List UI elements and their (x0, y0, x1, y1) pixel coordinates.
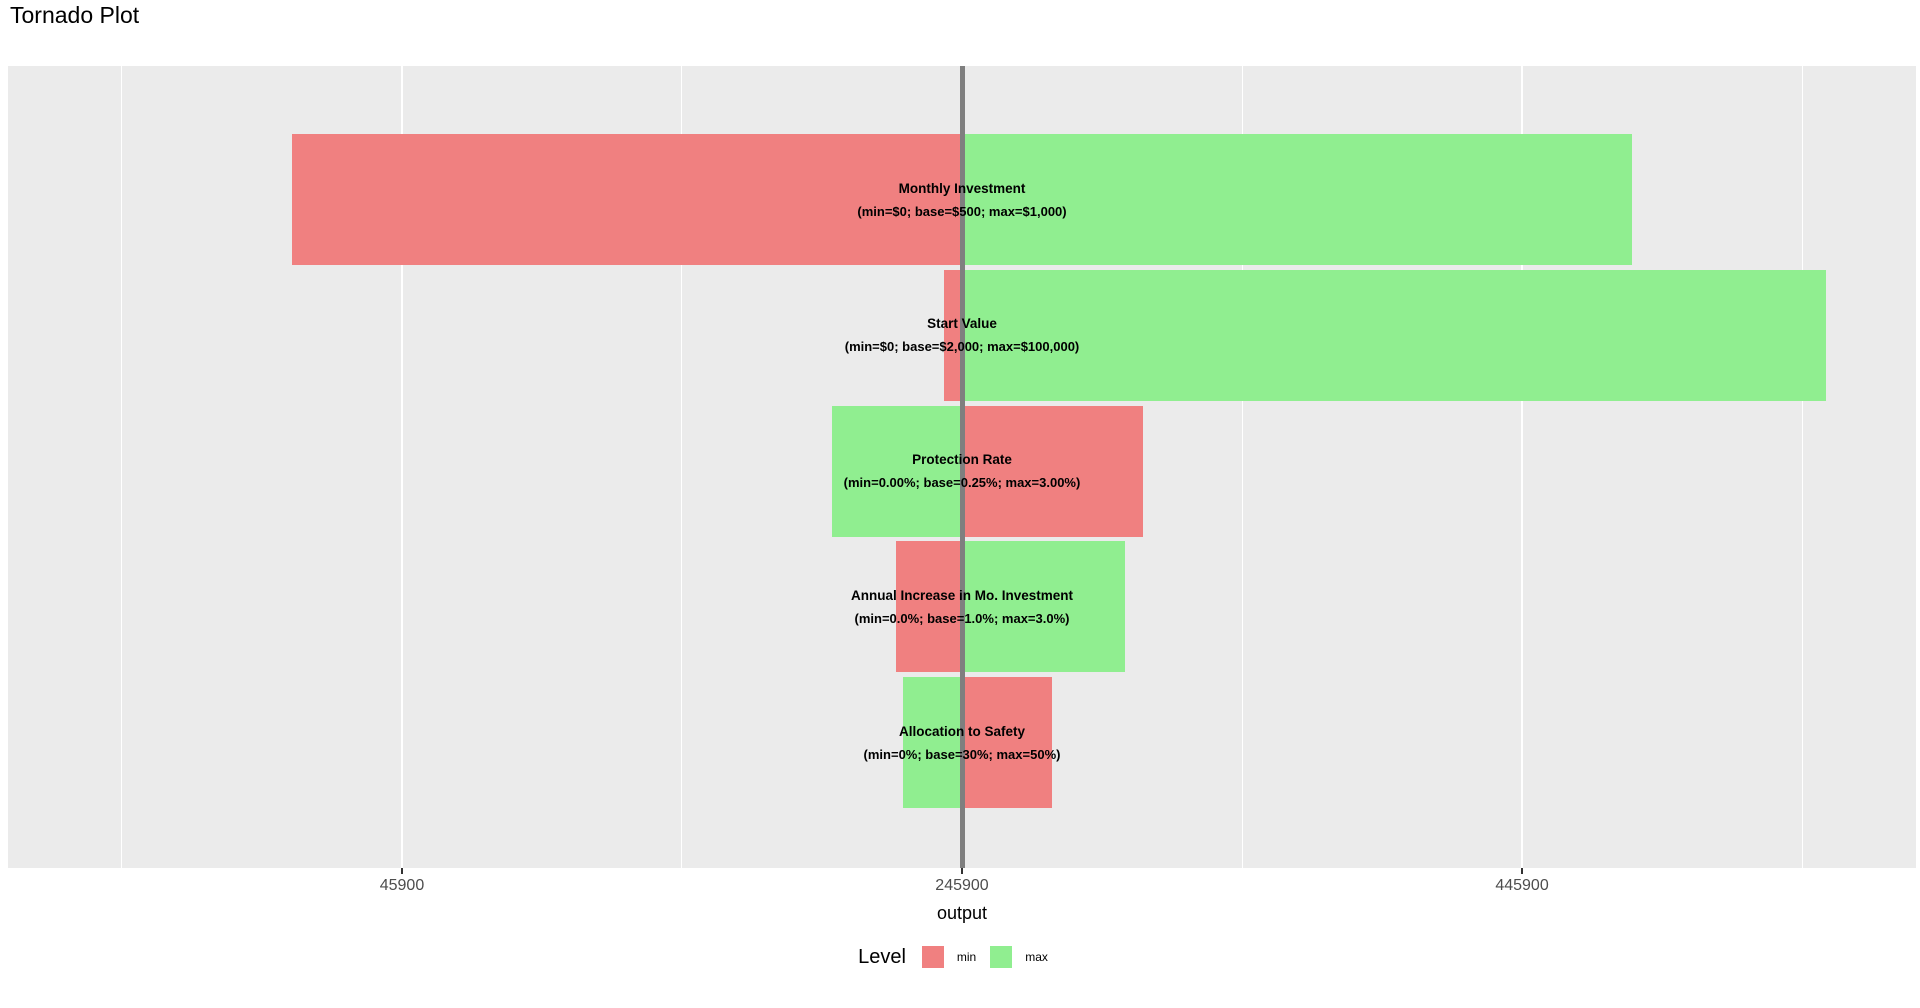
variable-name: Protection Rate (912, 452, 1012, 467)
min-bar-segment (962, 677, 1052, 808)
minor-gridline (1241, 66, 1243, 868)
legend-item-max: max (990, 946, 1048, 968)
bar-label: Monthly Investment (min=$0; base=$500; ma… (857, 177, 1066, 223)
min-bar-segment (944, 269, 962, 401)
variable-name: Annual Increase in Mo. Investment (850, 587, 1074, 603)
base-value-reference-line (959, 66, 965, 868)
legend-title: Level (858, 945, 906, 968)
chart-title: Tornado Plot (10, 2, 140, 28)
variable-range: (min=$0; base=$2,000; max=$100,000) (844, 339, 1080, 355)
min-bar-segment (962, 405, 1143, 537)
bar-label: Start Value (min=$0; base=$2,000; max=$10… (845, 312, 1080, 358)
min-color-swatch (921, 946, 944, 968)
max-bar-segment (962, 541, 1125, 673)
variable-range: (min=0.00%; base=0.25%; max=3.00%) (843, 475, 1081, 490)
legend-label-min: min (956, 950, 977, 964)
axis-tick-label: 245900 (935, 877, 989, 894)
max-bar-segment (902, 677, 962, 808)
minor-gridline (1801, 66, 1803, 868)
axis-tick-mark (1521, 868, 1524, 874)
variable-name: Allocation to Safety (898, 723, 1025, 739)
variable-range: (min=0.0%; base=1.0%; max=3.0%) (854, 610, 1070, 626)
min-bar-segment (895, 541, 962, 673)
plot-panel: Monthly Investment (min=$0; base=$500; ma… (8, 66, 1916, 868)
x-axis-title: output (936, 903, 988, 923)
legend: Level min max (0, 941, 1920, 973)
variable-name: Monthly Investment (898, 180, 1026, 196)
bar-label: Annual Increase in Mo. Investment (min=0.… (851, 584, 1073, 630)
min-bar-segment (291, 134, 962, 265)
major-gridline (400, 66, 403, 868)
variable-name: Start Value (927, 316, 997, 332)
axis-tick-mark (400, 868, 403, 874)
legend-item-min: min (921, 946, 977, 968)
legend-label-max: max (1025, 950, 1048, 964)
bar-label: Protection Rate (min=0.00%; base=0.25%; m… (844, 448, 1081, 494)
bar-label: Allocation to Safety (min=0%; base=30%; m… (864, 720, 1061, 766)
max-bar-segment (962, 134, 1633, 265)
max-color-swatch (990, 946, 1013, 968)
max-bar-segment (962, 269, 1827, 401)
max-bar-segment (832, 405, 962, 537)
variable-range: (min=$0; base=$500; max=$1,000) (857, 203, 1067, 219)
axis-tick-label: 45900 (379, 877, 425, 894)
minor-gridline (681, 66, 683, 868)
major-gridline (1521, 66, 1524, 868)
axis-tick-label: 445900 (1495, 877, 1549, 894)
minor-gridline (121, 66, 123, 868)
axis-tick-mark (961, 868, 963, 874)
variable-range: (min=0%; base=30%; max=50%) (863, 746, 1061, 762)
